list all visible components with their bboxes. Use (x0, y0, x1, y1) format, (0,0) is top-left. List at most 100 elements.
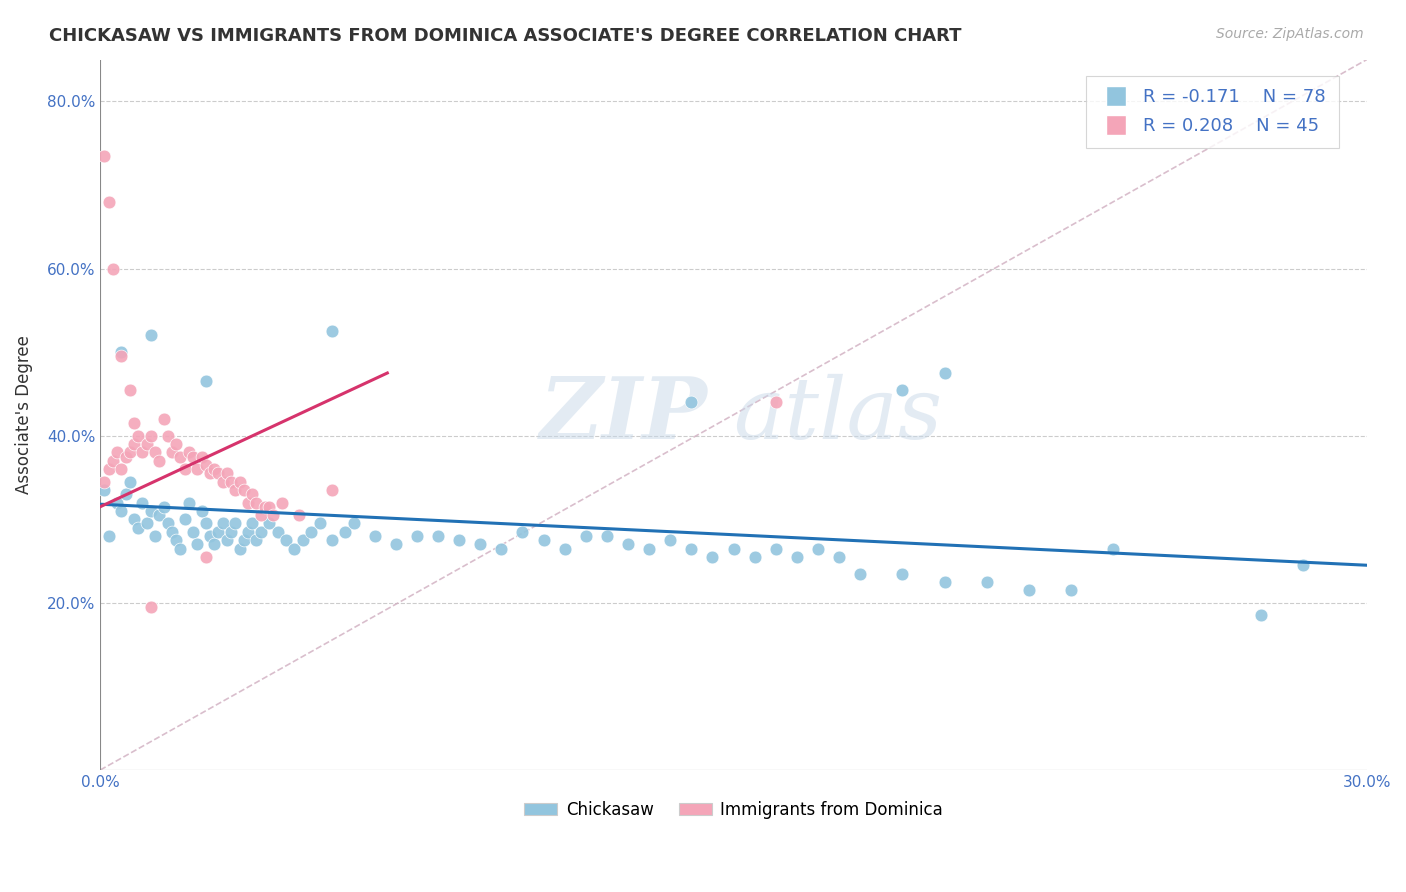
Point (139, 600, 162, 615)
Point (512, 524, 534, 539)
Point (114, 487, 136, 501)
Point (127, 428, 149, 442)
Point (215, 533, 238, 548)
Point (291, 533, 314, 548)
Point (122, 512, 145, 526)
Point (207, 467, 229, 481)
Point (97, 462, 120, 476)
Point (681, 541, 703, 556)
Point (177, 445, 200, 459)
Point (160, 445, 183, 459)
Point (139, 504, 162, 518)
Point (308, 516, 330, 531)
Point (110, 504, 132, 518)
Point (224, 516, 246, 531)
Point (118, 475, 141, 489)
Point (427, 529, 450, 543)
Point (262, 508, 284, 522)
Point (93, 483, 115, 497)
Point (127, 521, 149, 535)
Point (638, 541, 661, 556)
Point (198, 467, 221, 481)
Point (807, 541, 830, 556)
Point (118, 445, 141, 459)
Point (110, 345, 132, 359)
Point (405, 529, 427, 543)
Point (236, 495, 259, 509)
Point (215, 467, 238, 481)
Point (533, 533, 555, 548)
Point (491, 541, 513, 556)
Point (211, 516, 233, 531)
Point (148, 454, 170, 468)
Point (249, 524, 271, 539)
Point (765, 395, 787, 409)
Point (194, 458, 217, 472)
Point (321, 483, 343, 497)
Point (156, 428, 179, 442)
Point (891, 383, 914, 397)
Text: ZIP: ZIP (540, 373, 709, 457)
Point (934, 574, 956, 589)
Point (342, 516, 364, 531)
Point (363, 529, 385, 543)
Point (1250, 608, 1272, 623)
Point (470, 537, 492, 551)
Point (287, 508, 309, 522)
Point (105, 445, 128, 459)
Point (596, 529, 619, 543)
Point (219, 524, 242, 539)
Point (321, 533, 343, 548)
Point (270, 495, 292, 509)
Text: Source: ZipAtlas.com: Source: ZipAtlas.com (1216, 27, 1364, 41)
Point (194, 549, 217, 564)
Point (173, 462, 195, 476)
Point (976, 574, 998, 589)
Point (186, 537, 208, 551)
Point (169, 541, 191, 556)
Point (152, 412, 174, 426)
Y-axis label: Associate's Degree: Associate's Degree (15, 335, 32, 494)
Point (449, 533, 471, 548)
Point (245, 495, 267, 509)
Point (110, 349, 132, 363)
Point (321, 324, 343, 338)
Point (744, 549, 766, 564)
Point (135, 516, 157, 531)
Point (139, 328, 162, 343)
Point (333, 524, 356, 539)
Point (190, 450, 212, 464)
Point (232, 483, 254, 497)
Point (177, 495, 200, 509)
Point (110, 462, 132, 476)
Point (224, 483, 246, 497)
Point (240, 516, 263, 531)
Point (240, 487, 263, 501)
Point (723, 541, 745, 556)
Point (101, 454, 124, 468)
Point (1102, 541, 1125, 556)
Point (135, 437, 157, 451)
Point (139, 428, 162, 442)
Point (181, 524, 204, 539)
Point (245, 533, 267, 548)
Point (1292, 558, 1315, 573)
Point (828, 549, 851, 564)
Text: CHICKASAW VS IMMIGRANTS FROM DOMINICA ASSOCIATE'S DEGREE CORRELATION CHART: CHICKASAW VS IMMIGRANTS FROM DOMINICA AS… (49, 27, 962, 45)
Point (93, 149, 115, 163)
Point (211, 475, 233, 489)
Point (148, 508, 170, 522)
Point (702, 549, 724, 564)
Point (181, 450, 204, 464)
Point (274, 533, 297, 548)
Point (384, 537, 406, 551)
Point (169, 450, 191, 464)
Point (114, 450, 136, 464)
Point (236, 524, 259, 539)
Point (257, 516, 280, 531)
Point (165, 437, 187, 451)
Point (93, 475, 115, 489)
Point (934, 366, 956, 380)
Point (617, 537, 640, 551)
Point (118, 383, 141, 397)
